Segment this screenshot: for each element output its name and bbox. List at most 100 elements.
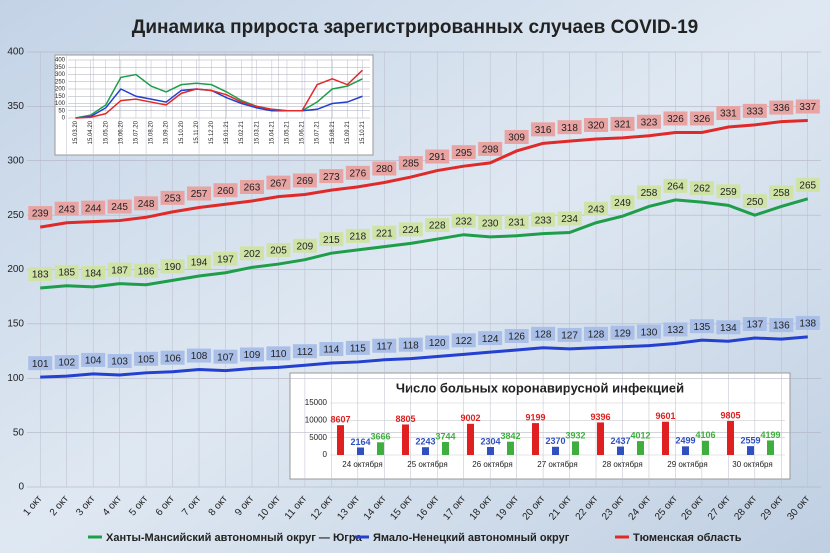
data-label-bg — [160, 190, 185, 205]
data-label-bg — [28, 266, 53, 281]
y-tick-label: 50 — [13, 427, 25, 438]
data-label: 190 — [164, 262, 181, 273]
data-label: 112 — [297, 347, 313, 358]
bar — [507, 441, 514, 455]
data-label-bg — [584, 201, 609, 216]
bar — [637, 441, 644, 455]
x-tick-label: 15.03.20 — [73, 120, 79, 144]
data-label-bg — [663, 111, 688, 126]
data-label-bg — [81, 200, 106, 215]
y-tick-label: 0 — [62, 116, 66, 122]
x-tick-label: 15.12.20 — [209, 120, 215, 144]
data-label-bg — [292, 173, 317, 188]
data-label: 337 — [799, 102, 816, 113]
data-label-bg — [610, 325, 635, 340]
data-label-bg — [531, 122, 556, 137]
x-tick-label: 27 октября — [537, 460, 577, 469]
y-tick-label: 150 — [7, 319, 24, 330]
data-label: 2499 — [675, 436, 695, 446]
data-label: 253 — [164, 194, 181, 205]
data-label-bg — [266, 346, 291, 361]
data-label-bg — [398, 222, 423, 237]
data-label: 244 — [85, 203, 102, 214]
data-label: 209 — [297, 241, 314, 252]
data-label: 230 — [482, 219, 499, 230]
data-label-bg — [239, 347, 264, 362]
x-tick-label: 24 октября — [342, 460, 382, 469]
data-label: 110 — [270, 349, 286, 360]
x-tick-label: 15.09.20 — [164, 120, 170, 144]
x-tick-label: 15.03.21 — [254, 120, 260, 144]
data-label: 234 — [561, 214, 578, 225]
x-tick-label: 30 октября — [732, 460, 772, 469]
y-tick-label: 300 — [55, 72, 66, 78]
data-label: 233 — [535, 215, 552, 226]
data-label-bg — [689, 181, 714, 196]
bar — [702, 440, 709, 455]
x-tick-label: 28 октября — [602, 460, 642, 469]
data-label: 2304 — [480, 436, 500, 446]
data-label-bg — [716, 184, 741, 199]
bar — [617, 446, 624, 455]
data-label-bg — [451, 145, 476, 160]
data-label: 336 — [773, 103, 790, 114]
data-label-bg — [28, 206, 53, 221]
data-label-bg — [160, 259, 185, 274]
data-label-bg — [134, 263, 159, 278]
data-label: 264 — [667, 182, 684, 193]
data-label-bg — [663, 178, 688, 193]
data-label: 114 — [323, 345, 339, 356]
data-label: 3842 — [500, 431, 520, 441]
data-label-bg — [213, 349, 238, 364]
bar — [682, 446, 689, 455]
data-label-bg — [239, 179, 264, 194]
data-label: 2559 — [740, 436, 760, 446]
data-label: 126 — [508, 332, 525, 343]
data-label-bg — [636, 114, 661, 129]
data-label: 185 — [58, 267, 75, 278]
data-label: 243 — [58, 204, 75, 215]
data-label: 215 — [323, 235, 340, 246]
data-label-bg — [372, 225, 397, 240]
data-label: 136 — [773, 321, 790, 332]
data-label-bg — [398, 156, 423, 171]
data-label: 259 — [720, 187, 737, 198]
data-label-bg — [478, 331, 503, 346]
data-label-bg — [28, 356, 53, 371]
data-label-bg — [795, 315, 820, 330]
data-label-bg — [213, 183, 238, 198]
x-tick-label: 15.06.20 — [118, 120, 124, 144]
data-label: 239 — [32, 209, 49, 220]
bar — [357, 447, 364, 455]
data-label-bg — [769, 100, 794, 115]
data-label: 183 — [32, 270, 49, 281]
data-label: 187 — [111, 265, 128, 276]
data-label-bg — [187, 348, 212, 363]
data-label: 102 — [58, 358, 75, 369]
data-label: 269 — [297, 176, 314, 187]
y-tick-label: 50 — [58, 108, 65, 114]
data-label: 265 — [799, 180, 816, 191]
data-label-bg — [557, 120, 582, 135]
data-label: 8607 — [330, 415, 350, 425]
data-label: 109 — [244, 350, 261, 361]
data-label: 224 — [402, 225, 419, 236]
data-label: 326 — [667, 114, 684, 125]
series-line — [75, 73, 363, 119]
data-label: 248 — [138, 199, 155, 210]
x-tick-label: 15.08.20 — [149, 120, 155, 144]
data-label: 202 — [244, 249, 261, 260]
data-label-bg — [742, 317, 767, 332]
x-tick-label: 15.08.21 — [330, 120, 336, 144]
data-label-bg — [425, 335, 450, 350]
data-label: 127 — [561, 331, 578, 342]
data-label: 262 — [694, 184, 711, 195]
bar — [377, 442, 384, 455]
data-label: 298 — [482, 145, 499, 156]
data-label-bg — [81, 352, 106, 367]
data-label-bg — [345, 165, 370, 180]
bar — [532, 423, 539, 455]
x-tick-label: 26 октября — [472, 460, 512, 469]
data-label-bg — [292, 344, 317, 359]
x-tick-label: 15.07.21 — [315, 120, 321, 144]
